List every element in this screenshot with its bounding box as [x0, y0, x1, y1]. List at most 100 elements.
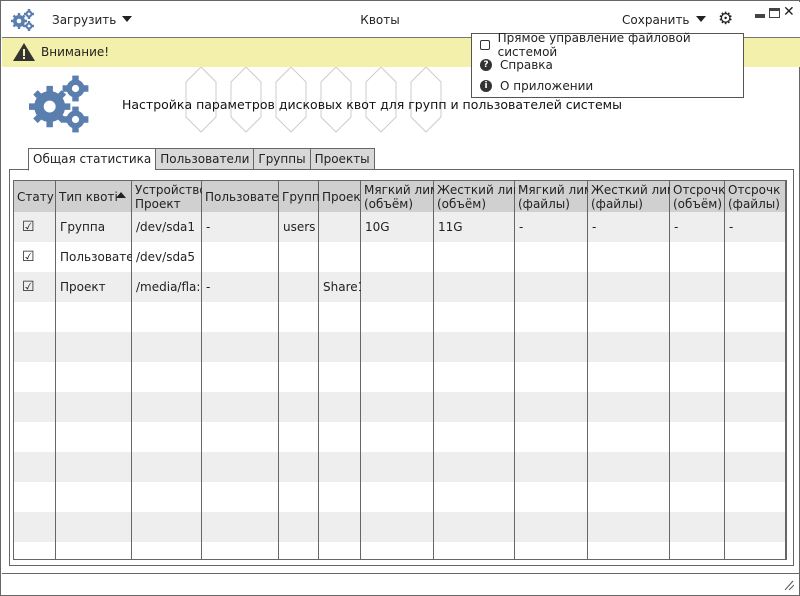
- table-cell: -: [206, 220, 211, 234]
- tab-groups[interactable]: Группы: [253, 148, 310, 170]
- table-cell: Share1: [323, 280, 361, 294]
- minimize-icon[interactable]: [755, 14, 765, 18]
- hexagon-background-pattern: [185, 67, 442, 133]
- tab-general-stats[interactable]: Общая статистика: [28, 148, 156, 171]
- column-header-line2: (объём): [437, 197, 487, 211]
- banner-title: Настройка параметров дисковых квот для г…: [122, 97, 622, 112]
- column-divider: [56, 181, 132, 559]
- load-label: Загрузить: [52, 13, 117, 27]
- column-header-line1: Мягкий лимі: [518, 183, 588, 197]
- tab-users[interactable]: Пользователи: [155, 148, 254, 170]
- save-menu-button[interactable]: Сохранить: [622, 13, 706, 27]
- save-label: Сохранить: [622, 13, 690, 27]
- column-header[interactable]: Отсрочк (файлы): [725, 181, 786, 212]
- column-header-line1: Отсрочк: [728, 183, 781, 197]
- column-divider: [670, 181, 725, 559]
- column-divider: [515, 181, 588, 559]
- column-header-line2: (объём): [364, 197, 414, 211]
- table-header: [14, 181, 786, 212]
- column-divider: [588, 181, 670, 559]
- table-cell: -: [206, 280, 211, 294]
- column-header-line1: Устройство: [135, 183, 202, 197]
- column-header-line2: (файлы): [591, 197, 643, 211]
- column-header-line2: (файлы): [728, 197, 780, 211]
- column-header-line1: Мягкий лимі: [364, 183, 434, 197]
- table-cell: /dev/sda5: [136, 250, 196, 264]
- banner-gears-icon: [29, 75, 89, 133]
- tab-bar: Общая статистика Пользователи Группы Про…: [28, 148, 375, 171]
- column-header[interactable]: Мягкий лимі(файлы): [515, 181, 588, 212]
- column-header[interactable]: Тип квоті: [56, 181, 132, 212]
- status-checkbox-icon[interactable]: ☑: [22, 249, 35, 265]
- column-divider: [725, 181, 786, 559]
- column-divider: [14, 181, 56, 559]
- column-header-line1: Группы: [282, 190, 319, 204]
- column-header[interactable]: Отсрочк (объём): [670, 181, 725, 212]
- table-cell: -: [519, 220, 524, 234]
- menu-item-label: Справка: [500, 58, 553, 72]
- menu-item-direct-fs[interactable]: Прямое управление файловой системой: [480, 31, 743, 59]
- column-header[interactable]: Стату: [14, 181, 56, 212]
- column-header-line1: Тип квоті: [59, 190, 118, 204]
- window-title: Квоты: [360, 13, 400, 27]
- quota-table: Стату Тип квоті Устройство Проект Пользовате…: [13, 180, 787, 560]
- status-checkbox-icon[interactable]: ☑: [22, 219, 35, 235]
- help-icon: ?: [480, 59, 492, 71]
- menu-item-about[interactable]: i О приложении: [480, 76, 593, 96]
- column-divider: [361, 181, 434, 559]
- sort-ascending-icon[interactable]: [116, 192, 126, 198]
- column-header-line1: Жесткий лим: [591, 183, 670, 197]
- table-cell: Пользовате.: [60, 250, 132, 264]
- table-row[interactable]: [14, 272, 786, 302]
- menu-item-label: Прямое управление файловой системой: [497, 31, 691, 59]
- column-header[interactable]: Пользовате.: [202, 181, 279, 212]
- column-header-line1: Стату: [17, 190, 54, 204]
- column-header-line1: Отсрочк: [673, 183, 725, 197]
- column-divider: [434, 181, 515, 559]
- menu-item-help[interactable]: ? Справка: [480, 55, 553, 75]
- table-row[interactable]: [14, 392, 786, 422]
- gear-icon[interactable]: ⚙: [718, 9, 734, 29]
- status-checkbox-icon[interactable]: ☑: [22, 279, 35, 295]
- settings-dropdown-menu: Прямое управление файловой системой ? Спр…: [471, 31, 744, 98]
- warning-icon: [13, 43, 35, 61]
- column-header[interactable]: Проек: [319, 181, 361, 212]
- column-divider: [279, 181, 319, 559]
- table-cell: /media/fla:: [136, 280, 201, 294]
- table-row[interactable]: [14, 452, 786, 482]
- table-cell: users: [283, 220, 316, 234]
- column-header[interactable]: Устройство Проект: [132, 181, 202, 212]
- table-cell: -: [592, 220, 597, 234]
- column-header-line2: (объём): [673, 197, 723, 211]
- app-logo-gears-icon: [11, 9, 34, 31]
- load-menu-button[interactable]: Загрузить: [52, 13, 133, 27]
- column-divider: [319, 181, 361, 559]
- column-header[interactable]: Жесткий лим (файлы): [588, 181, 670, 212]
- close-icon[interactable]: ✕: [783, 4, 795, 20]
- title-bar: Загрузить Квоты Сохранить ⚙ ✕: [2, 2, 800, 38]
- column-header-line1: Проек: [322, 190, 361, 204]
- table-row[interactable]: [14, 212, 786, 242]
- table-cell: Группа: [60, 220, 106, 234]
- maximize-icon[interactable]: [769, 8, 780, 18]
- column-header-line2: (файлы): [518, 197, 570, 211]
- table-cell: Проект: [60, 280, 106, 294]
- chevron-down-icon: [695, 16, 706, 22]
- table-cell: 11G: [438, 220, 463, 234]
- column-divider: [132, 181, 202, 559]
- table-row[interactable]: [14, 332, 786, 362]
- info-icon: i: [480, 80, 492, 92]
- status-bar: [2, 573, 800, 596]
- column-header[interactable]: Жесткий лим (объём): [434, 181, 515, 212]
- column-header[interactable]: Мягкий лимі(объём): [361, 181, 434, 212]
- column-header[interactable]: Группы: [279, 181, 319, 212]
- column-header-line2: Проект: [135, 197, 181, 211]
- tab-projects[interactable]: Проекты: [309, 148, 375, 170]
- resize-grip-icon[interactable]: [784, 580, 794, 590]
- table-row[interactable]: [14, 512, 786, 542]
- table-cell: -: [729, 220, 734, 234]
- warning-text: Внимание!: [41, 45, 110, 59]
- tab-panel: [9, 169, 794, 566]
- checkbox-icon[interactable]: [480, 40, 490, 50]
